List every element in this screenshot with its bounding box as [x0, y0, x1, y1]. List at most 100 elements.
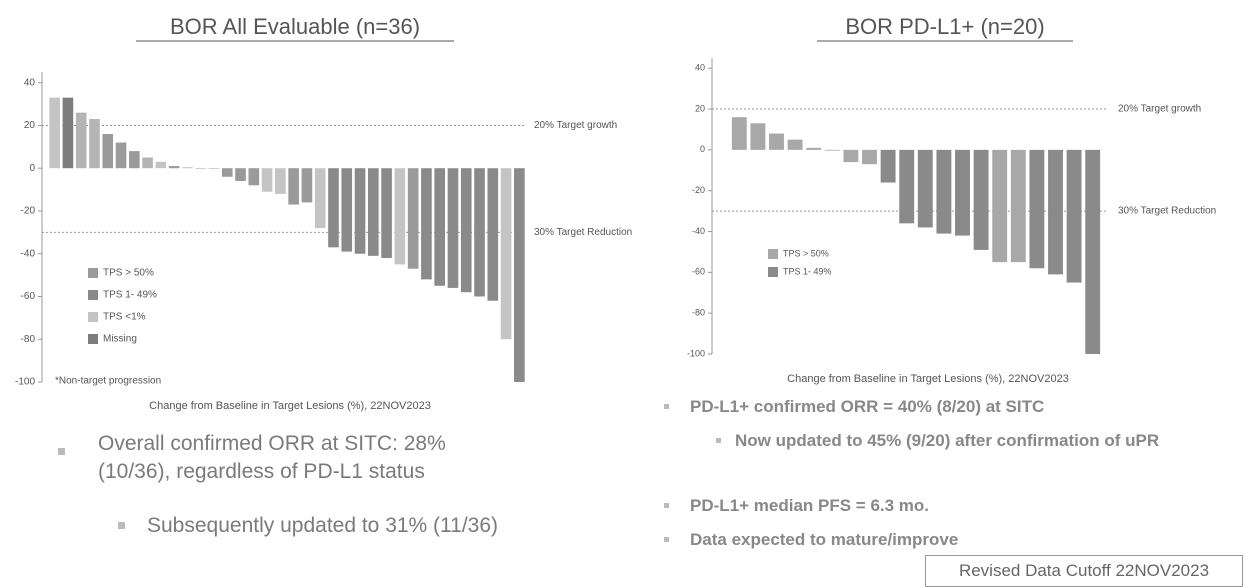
bar — [394, 168, 406, 265]
bar — [208, 168, 220, 170]
bar — [500, 168, 512, 340]
reference-label: 20% Target growth — [1118, 104, 1201, 115]
bar — [235, 168, 246, 182]
legend-label: TPS 1- 49% — [103, 290, 157, 301]
legend-label: Missing — [103, 334, 137, 345]
reference-label: 30% Target Reduction — [1118, 206, 1216, 217]
bar — [806, 147, 822, 150]
reference-label: 30% Target Reduction — [534, 227, 632, 238]
x-axis-label: Change from Baseline in Target Lesions (… — [149, 400, 431, 412]
bar — [447, 168, 459, 288]
bar — [261, 168, 273, 192]
legend-label: TPS > 50% — [103, 268, 154, 279]
bar — [328, 168, 339, 248]
bar — [248, 168, 260, 186]
bullet-marker — [716, 438, 721, 443]
legend-label: TPS <1% — [103, 312, 146, 323]
bar — [992, 149, 1008, 263]
bar — [769, 133, 784, 150]
y-tick-label: -60 — [692, 267, 705, 277]
y-tick-label: -20 — [21, 206, 36, 217]
bar — [354, 168, 366, 254]
legend-swatch — [768, 267, 778, 277]
bullet-marker — [118, 522, 125, 529]
bullet: Subsequently updated to 31% (11/36) — [147, 514, 499, 537]
bullet: Overall confirmed ORR at SITC: 28% (10/3… — [98, 432, 446, 484]
y-tick-label: 40 — [24, 77, 36, 88]
bar — [514, 168, 525, 382]
y-tick-label: 20 — [24, 120, 36, 131]
y-tick-label: 20 — [695, 103, 705, 113]
bullet-marker — [664, 404, 669, 409]
bullet-marker — [664, 537, 669, 542]
y-tick-label: -100 — [687, 348, 705, 358]
y-tick-label: 0 — [700, 144, 705, 154]
bar — [168, 166, 180, 169]
bullet: Data expected to mature/improve — [690, 530, 959, 549]
bar — [1029, 149, 1045, 269]
legend-swatch — [88, 312, 98, 322]
y-tick-label: -80 — [692, 308, 705, 318]
bar — [787, 139, 803, 150]
legend-swatch — [768, 249, 778, 259]
y-tick-label: -60 — [21, 291, 36, 302]
bar — [407, 168, 419, 269]
bullet: PD-L1+ median PFS = 6.3 mo. — [690, 496, 930, 515]
bar — [917, 149, 933, 228]
bar — [381, 168, 392, 258]
bar — [936, 149, 952, 234]
legend-swatch — [88, 334, 98, 344]
bullet-marker — [58, 448, 65, 455]
bar — [367, 168, 379, 256]
bar — [89, 119, 100, 169]
reference-label: 20% Target growth — [534, 120, 617, 131]
bar — [195, 168, 207, 170]
bar — [314, 168, 326, 229]
bar — [182, 167, 193, 169]
bar — [474, 168, 485, 297]
bullet-marker — [664, 503, 669, 508]
legend-swatch — [88, 290, 98, 300]
y-tick-label: -20 — [692, 185, 705, 195]
bar — [899, 149, 915, 224]
bar — [155, 161, 167, 169]
bar — [1048, 149, 1063, 275]
y-tick-label: 0 — [29, 163, 35, 174]
bullet: Now updated to 45% (9/20) after confirma… — [735, 431, 1160, 450]
legend-label: TPS > 50% — [783, 248, 829, 258]
y-tick-label: -80 — [21, 334, 36, 345]
x-axis-label: Change from Baseline in Target Lesions (… — [787, 373, 1069, 385]
bar — [487, 168, 499, 301]
bar — [75, 112, 87, 169]
bullet: PD-L1+ confirmed ORR = 40% (8/20) at SIT… — [690, 397, 1045, 416]
bar — [341, 168, 353, 252]
cutoff-box: Revised Data Cutoff 22NOV2023 — [925, 555, 1243, 587]
bar — [62, 97, 74, 169]
bar — [102, 134, 114, 169]
bar — [434, 168, 446, 286]
bar — [824, 149, 840, 151]
bar — [880, 149, 896, 183]
bar — [301, 168, 313, 203]
y-tick-label: -40 — [21, 248, 36, 259]
chart-title: BOR All Evaluable (n=36) — [170, 14, 420, 39]
bar — [288, 168, 299, 205]
bar — [1010, 149, 1026, 263]
y-tick-label: -40 — [692, 226, 705, 236]
bar — [460, 168, 472, 293]
bar — [1066, 149, 1082, 283]
y-tick-label: -100 — [15, 377, 35, 388]
bar — [421, 168, 432, 280]
legend-swatch — [88, 268, 98, 278]
bar — [750, 123, 766, 150]
bar — [142, 157, 153, 169]
chart-title: BOR PD-L1+ (n=20) — [845, 14, 1044, 39]
bar — [49, 97, 60, 169]
bar — [973, 149, 989, 250]
bar — [862, 149, 877, 165]
bar — [128, 151, 140, 169]
bar — [275, 168, 286, 194]
bar — [1085, 149, 1101, 354]
